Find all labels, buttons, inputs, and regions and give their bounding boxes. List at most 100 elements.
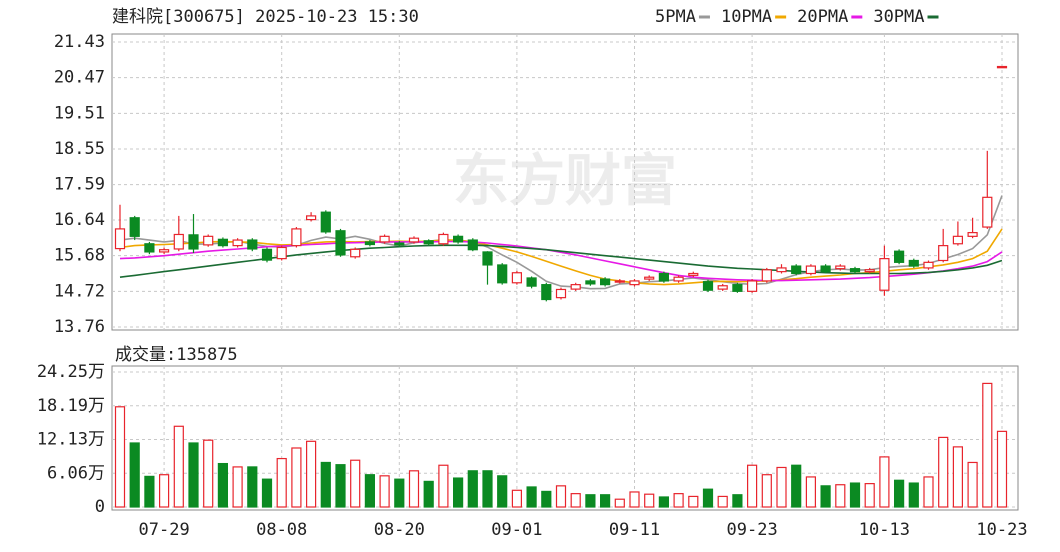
volume-bar	[791, 464, 802, 508]
candle-body	[938, 245, 949, 262]
volume-bar	[467, 470, 478, 508]
candle-body	[791, 265, 802, 275]
volume-bar	[570, 493, 581, 508]
candle-body	[364, 241, 375, 246]
volume-bar	[276, 457, 287, 508]
candle-body	[159, 249, 170, 253]
candle-body	[394, 242, 405, 246]
chart-title: 建科院[300675] 2025-10-23 15:30	[112, 7, 419, 27]
volume-bar	[159, 474, 170, 508]
y-tick-label: 20.47	[54, 68, 105, 88]
volume-bar	[776, 466, 787, 508]
x-tick-label: 09-23	[727, 520, 778, 540]
volume-bar	[114, 406, 126, 508]
price-frame	[111, 33, 1019, 331]
volume-bar	[879, 456, 890, 508]
volume-bar	[511, 489, 523, 508]
volume-bar	[658, 496, 670, 508]
volume-bar	[261, 478, 273, 508]
candle-body	[247, 239, 258, 250]
volume-bar	[820, 485, 831, 508]
x-tick-label: 10-23	[976, 520, 1027, 540]
x-tick-label: 08-08	[256, 520, 307, 540]
volume-bar	[761, 474, 772, 508]
candle-body	[114, 228, 126, 250]
candle-body	[320, 211, 331, 233]
candle-body	[467, 239, 478, 251]
volume-bar	[599, 494, 611, 508]
y-tick-label: 21.43	[54, 32, 105, 52]
volume-tick-label: 24.25万	[37, 362, 105, 382]
volume-title: 成交量:135875	[115, 345, 238, 365]
volume-bar	[541, 490, 552, 508]
candle-body	[746, 280, 758, 292]
candle-body	[629, 280, 640, 286]
candle-body	[893, 250, 905, 263]
volume-bar	[938, 436, 949, 508]
candle-body	[717, 285, 728, 290]
volume-bar	[849, 482, 861, 508]
volume-bar	[585, 494, 596, 508]
candle-body	[805, 265, 817, 275]
volume-tick-label: 12.13万	[37, 430, 105, 450]
candle-body	[173, 233, 184, 250]
candle-body	[350, 248, 361, 258]
candle-body	[996, 65, 1008, 69]
volume-bar	[614, 498, 625, 508]
volume-frame	[111, 365, 1019, 511]
candle-body	[688, 272, 699, 276]
y-tick-label: 18.55	[54, 139, 105, 159]
volume-bar	[732, 494, 743, 508]
y-tick-label: 14.72	[54, 281, 105, 301]
candle-body	[820, 265, 831, 273]
candle-body	[379, 235, 390, 243]
y-tick-label: 17.59	[54, 175, 105, 195]
candle-body	[879, 258, 890, 291]
candle-body	[526, 277, 537, 287]
volume-bar	[291, 447, 302, 508]
candle-body	[849, 268, 861, 273]
candle-body	[644, 276, 655, 280]
volume-bar	[952, 446, 964, 508]
volume-bar	[379, 475, 390, 508]
candle-body	[217, 238, 228, 247]
y-tick-label: 19.51	[54, 103, 105, 123]
x-tick-label: 07-29	[139, 520, 190, 540]
volume-bar	[423, 480, 434, 508]
volume-bar	[893, 479, 905, 508]
volume-bar	[394, 478, 405, 508]
candle-body	[276, 246, 287, 260]
legend: 5PMA 10PMA 20PMA 30PMA	[655, 7, 939, 27]
volume-bar	[805, 476, 817, 508]
candle-body	[761, 269, 772, 282]
y-tick-label: 13.76	[54, 317, 105, 337]
candle-body	[232, 239, 243, 247]
y-tick-label: 15.68	[54, 246, 105, 266]
volume-bar	[306, 440, 317, 508]
candle-body	[673, 276, 684, 282]
x-tick-label: 09-11	[609, 520, 660, 540]
watermark: 东方财富	[453, 149, 677, 214]
volume-bar	[129, 442, 140, 508]
volume-bar	[644, 493, 655, 508]
volume-bar	[320, 461, 331, 508]
volume-bar	[746, 464, 758, 508]
volume-bar	[864, 483, 875, 508]
volume-bar	[247, 466, 258, 508]
volume-bar	[673, 493, 684, 508]
candle-body	[599, 278, 611, 286]
candle-body	[144, 243, 155, 253]
volume-bar	[408, 470, 420, 508]
candle-body	[555, 288, 567, 299]
volume-bar	[835, 484, 846, 508]
candle-body	[306, 215, 317, 221]
candle-body	[982, 196, 993, 228]
volume-bar	[144, 475, 155, 508]
volume-bar	[438, 464, 449, 508]
x-tick-label: 09-01	[491, 520, 542, 540]
volume-bar	[453, 477, 464, 508]
volume-tick-label: 18.19万	[37, 396, 105, 416]
candle-body	[335, 230, 346, 256]
candle-body	[541, 284, 552, 301]
